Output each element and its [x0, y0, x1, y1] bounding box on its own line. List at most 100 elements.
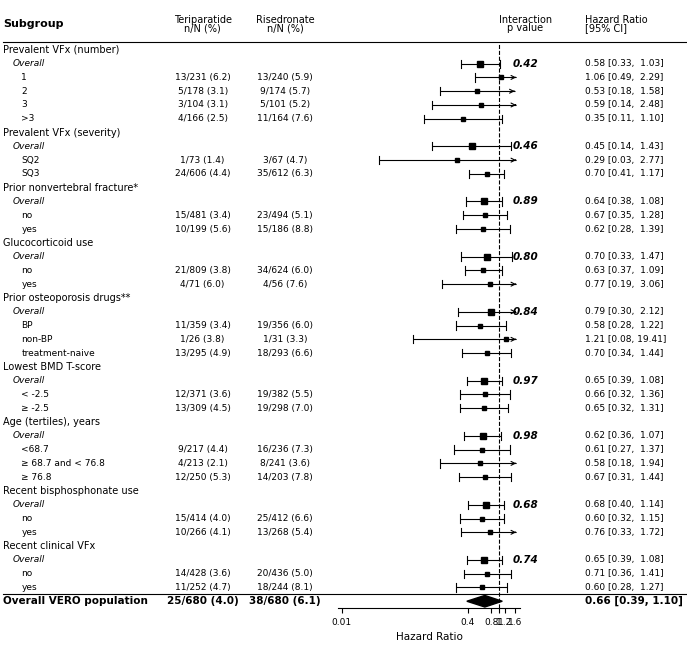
Text: 0.58 [0.33,  1.03]: 0.58 [0.33, 1.03]	[585, 59, 664, 68]
Text: 13/231 (6.2): 13/231 (6.2)	[174, 73, 231, 82]
Text: n/N (%): n/N (%)	[184, 23, 221, 33]
Text: 15/186 (8.8): 15/186 (8.8)	[257, 225, 313, 233]
Text: n/N (%): n/N (%)	[267, 23, 304, 33]
Text: Overall: Overall	[12, 376, 45, 385]
Text: 1/31 (3.3): 1/31 (3.3)	[263, 335, 307, 344]
Text: 35/612 (6.3): 35/612 (6.3)	[257, 169, 313, 178]
Text: 0.98: 0.98	[513, 431, 539, 441]
Text: 19/356 (6.0): 19/356 (6.0)	[257, 321, 313, 330]
Text: Overall: Overall	[12, 197, 45, 206]
Text: 4/213 (2.1): 4/213 (2.1)	[178, 459, 227, 468]
Text: 0.62 [0.36,  1.07]: 0.62 [0.36, 1.07]	[585, 432, 664, 440]
Text: yes: yes	[21, 225, 37, 233]
Text: 14/428 (3.6): 14/428 (3.6)	[175, 569, 230, 578]
Text: 0.80: 0.80	[513, 252, 539, 262]
Text: 0.65 [0.39,  1.08]: 0.65 [0.39, 1.08]	[585, 376, 664, 385]
Text: 13/309 (4.5): 13/309 (4.5)	[174, 404, 231, 412]
Text: 5/178 (3.1): 5/178 (3.1)	[177, 87, 228, 96]
Text: 20/436 (5.0): 20/436 (5.0)	[257, 569, 313, 578]
Text: 0.70 [0.33,  1.47]: 0.70 [0.33, 1.47]	[585, 252, 664, 261]
Text: 11/252 (4.7): 11/252 (4.7)	[175, 583, 230, 592]
Text: p value: p value	[508, 23, 543, 33]
Text: no: no	[21, 211, 32, 219]
Text: 0.68: 0.68	[513, 500, 539, 510]
Text: 0.65 [0.39,  1.08]: 0.65 [0.39, 1.08]	[585, 555, 664, 564]
Text: 2: 2	[21, 87, 27, 96]
Text: 38/680 (6.1): 38/680 (6.1)	[249, 596, 321, 606]
Text: 24/606 (4.4): 24/606 (4.4)	[175, 169, 230, 178]
Text: 0.60 [0.28,  1.27]: 0.60 [0.28, 1.27]	[585, 583, 664, 592]
Text: 0.74: 0.74	[513, 555, 539, 565]
Text: 18/244 (8.1): 18/244 (8.1)	[258, 583, 313, 592]
Text: 0.60 [0.32,  1.15]: 0.60 [0.32, 1.15]	[585, 514, 664, 523]
Text: Hazard Ratio: Hazard Ratio	[585, 15, 648, 25]
Text: 16/236 (7.3): 16/236 (7.3)	[257, 445, 313, 454]
Text: 0.66 [0.32,  1.36]: 0.66 [0.32, 1.36]	[585, 390, 664, 399]
Text: 0.59 [0.14,  2.48]: 0.59 [0.14, 2.48]	[585, 100, 664, 110]
Text: 0.67 [0.35,  1.28]: 0.67 [0.35, 1.28]	[585, 211, 664, 219]
Text: 0.53 [0.18,  1.58]: 0.53 [0.18, 1.58]	[585, 87, 664, 96]
Text: 19/298 (7.0): 19/298 (7.0)	[257, 404, 313, 412]
Text: >3: >3	[21, 114, 34, 124]
Text: 1.21 [0.08, 19.41]: 1.21 [0.08, 19.41]	[585, 335, 666, 344]
Text: Teriparatide: Teriparatide	[174, 15, 232, 25]
Text: <68.7: <68.7	[21, 445, 49, 454]
Text: 19/382 (5.5): 19/382 (5.5)	[257, 390, 313, 399]
Text: 4/166 (2.5): 4/166 (2.5)	[178, 114, 227, 124]
Text: 1.06 [0.49,  2.29]: 1.06 [0.49, 2.29]	[585, 73, 664, 82]
Text: Prior nonvertebral fracture*: Prior nonvertebral fracture*	[3, 182, 139, 193]
Text: [95% CI]: [95% CI]	[585, 23, 627, 33]
Text: 4/56 (7.6): 4/56 (7.6)	[263, 280, 307, 289]
Text: 34/624 (6.0): 34/624 (6.0)	[258, 266, 313, 275]
Text: 15/481 (3.4): 15/481 (3.4)	[174, 211, 231, 219]
Text: 0.64 [0.38,  1.08]: 0.64 [0.38, 1.08]	[585, 197, 664, 206]
Text: Subgroup: Subgroup	[3, 19, 64, 29]
Text: 0.67 [0.31,  1.44]: 0.67 [0.31, 1.44]	[585, 473, 664, 482]
Text: no: no	[21, 569, 32, 578]
Text: < -2.5: < -2.5	[21, 390, 49, 399]
Text: Overall: Overall	[12, 555, 45, 564]
Text: SQ2: SQ2	[21, 155, 40, 165]
Text: Overall: Overall	[12, 432, 45, 440]
Text: 12/371 (3.6): 12/371 (3.6)	[174, 390, 231, 399]
Text: 0.89: 0.89	[513, 196, 539, 206]
Text: 18/293 (6.6): 18/293 (6.6)	[257, 348, 313, 358]
Text: 1/26 (3.8): 1/26 (3.8)	[181, 335, 225, 344]
Text: 9/217 (4.4): 9/217 (4.4)	[178, 445, 227, 454]
Polygon shape	[467, 596, 502, 607]
Text: 4/71 (6.0): 4/71 (6.0)	[181, 280, 225, 289]
Text: Recent clinical VFx: Recent clinical VFx	[3, 541, 95, 551]
Text: 1: 1	[21, 73, 27, 82]
Text: 0.42: 0.42	[513, 59, 539, 69]
Text: yes: yes	[21, 527, 37, 537]
Text: 0.29 [0.03,  2.77]: 0.29 [0.03, 2.77]	[585, 155, 664, 165]
Text: BP: BP	[21, 321, 33, 330]
Text: Overall: Overall	[12, 59, 45, 68]
Text: ≥ -2.5: ≥ -2.5	[21, 404, 49, 412]
Text: 23/494 (5.1): 23/494 (5.1)	[258, 211, 313, 219]
Text: 0.71 [0.36,  1.41]: 0.71 [0.36, 1.41]	[585, 569, 664, 578]
Text: Recent bisphosphonate use: Recent bisphosphonate use	[3, 486, 139, 496]
Text: yes: yes	[21, 280, 37, 289]
Text: no: no	[21, 514, 32, 523]
Text: Prior osteoporosis drugs**: Prior osteoporosis drugs**	[3, 293, 131, 303]
Text: Prevalent VFx (number): Prevalent VFx (number)	[3, 45, 120, 55]
Text: 0.62 [0.28,  1.39]: 0.62 [0.28, 1.39]	[585, 225, 664, 233]
Text: 21/809 (3.8): 21/809 (3.8)	[174, 266, 231, 275]
Text: 0.65 [0.32,  1.31]: 0.65 [0.32, 1.31]	[585, 404, 664, 412]
Text: 11/164 (7.6): 11/164 (7.6)	[257, 114, 313, 124]
Text: 13/295 (4.9): 13/295 (4.9)	[174, 348, 231, 358]
Text: 13/268 (5.4): 13/268 (5.4)	[257, 527, 313, 537]
Text: Prevalent VFx (severity): Prevalent VFx (severity)	[3, 128, 121, 137]
Text: 10/266 (4.1): 10/266 (4.1)	[174, 527, 231, 537]
Text: Lowest BMD T-score: Lowest BMD T-score	[3, 362, 102, 372]
Text: 13/240 (5.9): 13/240 (5.9)	[257, 73, 313, 82]
Text: treatment-naive: treatment-naive	[21, 348, 95, 358]
Text: 0.63 [0.37,  1.09]: 0.63 [0.37, 1.09]	[585, 266, 664, 275]
Text: 0.58 [0.18,  1.94]: 0.58 [0.18, 1.94]	[585, 459, 664, 468]
Text: 0.45 [0.14,  1.43]: 0.45 [0.14, 1.43]	[585, 142, 664, 151]
Text: SQ3: SQ3	[21, 169, 40, 178]
Text: 0.79 [0.30,  2.12]: 0.79 [0.30, 2.12]	[585, 307, 664, 316]
Text: 10/199 (5.6): 10/199 (5.6)	[174, 225, 231, 233]
Text: 0.70 [0.34,  1.44]: 0.70 [0.34, 1.44]	[585, 348, 664, 358]
